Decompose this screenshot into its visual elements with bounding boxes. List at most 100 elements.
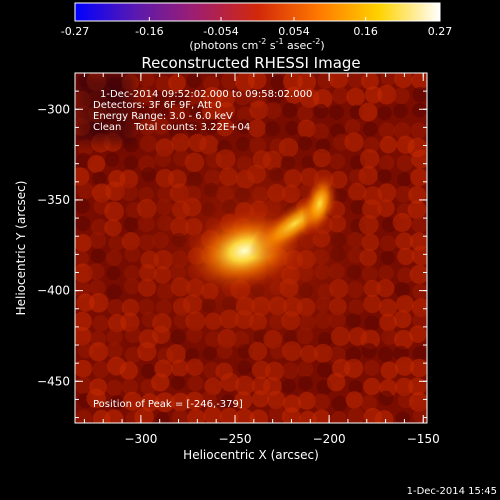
texture-blob — [106, 379, 123, 396]
colorbar-unit-label: (photons cm-2 s-1 asec-2) — [189, 37, 324, 52]
footer-date: 1-Dec-2014 15:45 — [407, 486, 497, 497]
texture-blob — [134, 407, 154, 423]
texture-blob — [75, 409, 93, 423]
texture-blob — [412, 346, 427, 362]
texture-blob — [408, 377, 427, 396]
texture-blob — [408, 325, 427, 343]
colorbar-tick-label: 0.27 — [428, 25, 453, 38]
texture-blob — [268, 405, 286, 423]
texture-blob — [376, 84, 397, 105]
texture-blob — [380, 73, 397, 86]
source-secondary — [302, 172, 338, 235]
y-tick-label: −350 — [37, 193, 70, 207]
texture-blob — [138, 73, 155, 88]
y-tick-label: −450 — [37, 374, 70, 388]
texture-blob — [328, 73, 349, 89]
texture-blob — [346, 87, 365, 107]
texture-blob — [219, 407, 239, 423]
texture-blob — [121, 378, 139, 395]
texture-blob — [331, 395, 348, 412]
texture-blob — [88, 341, 109, 362]
texture-blob — [135, 86, 153, 104]
texture-blob — [363, 377, 381, 396]
x-tick-label: −300 — [124, 432, 157, 446]
unit-main: (photons cm — [189, 39, 258, 52]
texture-blob — [75, 311, 92, 332]
texture-blob — [75, 216, 91, 232]
texture-blob — [348, 380, 363, 395]
texture-blob — [168, 74, 186, 92]
unit-mid: s — [266, 39, 275, 52]
y-axis-label: Heliocentric Y (arcsec) — [14, 181, 28, 316]
unit-tail: asec — [284, 39, 313, 52]
x-tick-label: −250 — [219, 432, 252, 446]
texture-blob — [409, 358, 427, 378]
colorbar-tick-label: -0.27 — [61, 25, 89, 38]
texture-blob — [110, 395, 125, 410]
texture-blob — [377, 105, 392, 121]
texture-blob — [106, 342, 123, 359]
heatmap-dark-corner — [75, 73, 135, 143]
texture-blob — [412, 102, 427, 118]
texture-blob — [347, 407, 365, 423]
texture-blob — [331, 411, 347, 423]
colorbar-ticks: -0.27 -0.16 -0.054 0.054 0.16 0.27 — [61, 17, 452, 38]
texture-blob — [87, 155, 106, 173]
texture-blob — [297, 73, 317, 92]
texture-blob — [171, 92, 187, 108]
texture-blob — [249, 409, 269, 423]
texture-blob — [380, 361, 399, 380]
texture-blob — [410, 122, 427, 139]
heatmap-image — [75, 73, 427, 423]
texture-blob — [360, 395, 378, 412]
texture-blob — [332, 87, 350, 105]
texture-blob — [75, 326, 92, 346]
texture-blob — [203, 406, 222, 423]
texture-blob — [374, 410, 394, 423]
texture-blob — [171, 392, 191, 412]
texture-blob — [75, 359, 93, 378]
texture-blob — [378, 122, 396, 139]
texture-blob — [137, 105, 153, 121]
x-tick-label: −200 — [313, 432, 346, 446]
texture-blob — [153, 90, 168, 105]
texture-blob — [411, 73, 427, 90]
texture-blob — [394, 73, 413, 89]
texture-blob — [395, 411, 411, 423]
texture-blob — [187, 408, 206, 423]
texture-blob — [86, 388, 106, 409]
colorbar-tick-label: 0.054 — [278, 25, 310, 38]
annotation-clean: Clean Total counts: 3.22E+04 — [93, 122, 250, 133]
texture-blob — [394, 356, 415, 376]
texture-blob — [171, 409, 189, 423]
texture-blob — [396, 154, 414, 172]
texture-blob — [76, 181, 94, 200]
texture-blob — [75, 167, 90, 186]
y-axis: −300 −350 −400 −450 — [37, 72, 427, 419]
texture-blob — [270, 75, 286, 91]
texture-blob — [282, 73, 303, 92]
texture-blob — [361, 73, 379, 90]
texture-blob — [247, 73, 267, 90]
texture-blob — [358, 102, 378, 122]
texture-blob — [378, 390, 394, 406]
colorbar-tick-label: 0.16 — [353, 25, 378, 38]
heatmap-sources — [185, 172, 341, 293]
peak-position-label: Position of Peak = [-246,-379] — [93, 399, 243, 410]
annotation-block: 1-Dec-2014 09:52:02.000 to 09:58:02.000 … — [93, 89, 312, 133]
y-tick-label: −400 — [37, 284, 70, 298]
texture-blob — [155, 75, 173, 93]
texture-blob — [154, 392, 175, 413]
y-tick-label: −300 — [37, 102, 70, 116]
texture-blob — [77, 139, 94, 156]
chart-title: Reconstructed RHESSI Image — [141, 54, 360, 72]
colorbar-tick-label: -0.054 — [203, 25, 238, 38]
texture-blob — [347, 73, 365, 89]
colorbar — [74, 2, 441, 22]
texture-blob — [186, 73, 202, 89]
texture-blob — [412, 87, 427, 103]
texture-blob — [104, 409, 124, 423]
texture-blob — [410, 168, 427, 187]
colorbar-tick-label: -0.16 — [135, 25, 163, 38]
